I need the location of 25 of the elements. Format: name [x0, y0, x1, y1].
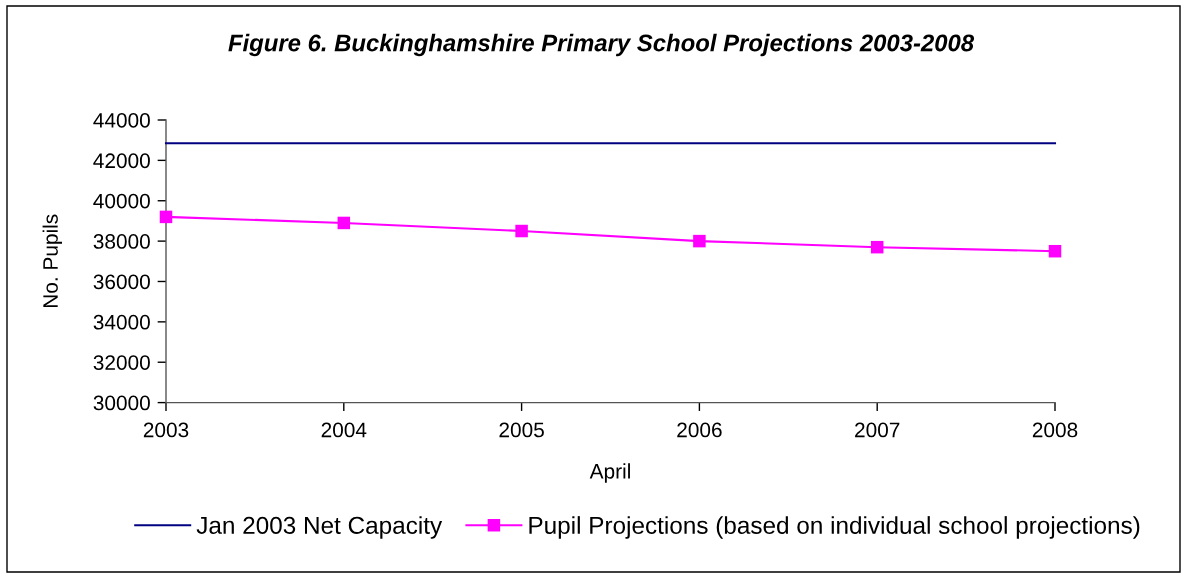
y-tick-label: 36000: [93, 274, 150, 290]
y-tick-label: 42000: [93, 153, 150, 169]
point: [693, 234, 706, 248]
chart-title: Figure 6. Buckinghamshire Primary School Projections 2003-2008: [228, 33, 975, 57]
y-tick-label: 30000: [93, 395, 150, 411]
x-tick-label: 2008: [1032, 422, 1078, 438]
y-tick-label: 32000: [93, 355, 150, 370]
x-tick-label: 2005: [499, 422, 544, 438]
x-tick-label: 2004: [321, 422, 367, 438]
y-tick-label: 34000: [93, 314, 150, 330]
point: [159, 210, 173, 224]
y-tick-label: 44000: [93, 113, 150, 128]
point: [1048, 244, 1062, 258]
y-tick-label: 38000: [93, 234, 150, 249]
point: [337, 216, 351, 230]
legend-label: Jan 2003 Net Capacity: [196, 516, 443, 539]
x-axis-title: April: [589, 463, 630, 483]
y-tick-label: 40000: [93, 193, 150, 209]
point: [870, 240, 884, 254]
y-axis-title: No. Pupils: [42, 214, 62, 308]
x-tick-label: 2007: [855, 422, 900, 438]
x-tick-label: 2003: [143, 422, 189, 438]
legend-label: Pupil Projections (based on individual school projections): [529, 516, 1140, 539]
point: [515, 224, 528, 238]
x-tick-label: 2006: [677, 422, 722, 438]
